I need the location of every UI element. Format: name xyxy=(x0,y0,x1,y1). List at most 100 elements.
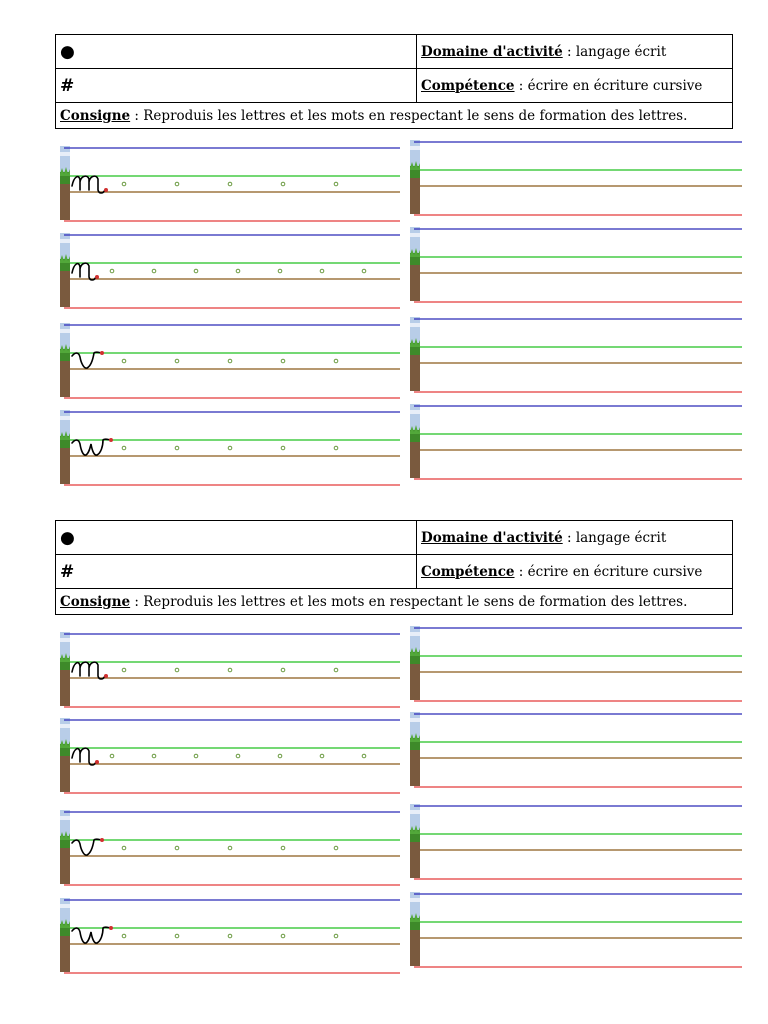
soil-strip xyxy=(410,930,420,966)
hash-cell: # xyxy=(55,68,417,103)
model-writing-band xyxy=(60,408,400,488)
sky-strip xyxy=(60,632,70,658)
cloud-strip xyxy=(410,410,420,414)
grass-soil-icon xyxy=(60,233,70,307)
guide-dot xyxy=(109,268,115,274)
consigne-label: Consigne xyxy=(60,107,131,124)
soil-strip xyxy=(60,361,70,397)
guide-dot xyxy=(121,181,127,187)
start-point-dot xyxy=(104,674,108,678)
sky-strip xyxy=(60,718,70,744)
domaine-label: Domaine d'activité xyxy=(421,43,563,60)
soil-strip xyxy=(60,848,70,884)
grass-soil-icon xyxy=(60,632,70,706)
sky-strip xyxy=(410,227,420,253)
model-writing-band xyxy=(60,808,400,888)
cloud-strip xyxy=(60,329,70,333)
practice-writing-band[interactable] xyxy=(410,890,742,970)
competence-label: Compétence xyxy=(421,563,515,580)
band-svg xyxy=(410,892,742,968)
model-writing-band xyxy=(60,630,400,710)
hash-symbol: # xyxy=(60,75,75,96)
model-writing-band xyxy=(60,231,400,311)
practice-writing-band[interactable] xyxy=(410,624,742,704)
letter-stroke xyxy=(71,747,97,766)
soil-strip xyxy=(410,442,420,478)
model-writing-band xyxy=(60,896,400,976)
grass-strip xyxy=(60,349,70,361)
guide-dot xyxy=(333,445,339,451)
domaine-value: : langage écrit xyxy=(562,43,667,60)
grass-blades xyxy=(60,831,70,840)
start-point-dot xyxy=(100,351,104,355)
guide-dot xyxy=(361,753,367,759)
guide-dot xyxy=(121,933,127,939)
guide-dot xyxy=(174,358,180,364)
sky-strip xyxy=(410,804,420,830)
guide-dot xyxy=(227,181,233,187)
grass-blades xyxy=(410,913,420,922)
guide-dot xyxy=(227,667,233,673)
grass-soil-icon xyxy=(60,410,70,484)
guide-dot xyxy=(319,268,325,274)
grass-soil-icon xyxy=(60,718,70,792)
band-svg xyxy=(410,712,742,788)
letter-stroke xyxy=(71,262,97,281)
guide-dot xyxy=(333,358,339,364)
guide-dot xyxy=(280,667,286,673)
grass-blades xyxy=(60,344,70,353)
cloud-strip xyxy=(60,816,70,820)
grass-strip xyxy=(60,436,70,448)
soil-strip xyxy=(410,842,420,878)
consigne-cell: Consigne : Reproduis les lettres et les … xyxy=(55,102,733,129)
start-point-dot xyxy=(109,926,113,930)
guide-dot xyxy=(174,933,180,939)
guide-dot xyxy=(227,445,233,451)
grass-soil-icon xyxy=(60,323,70,397)
grass-strip xyxy=(60,172,70,184)
model-letter-m xyxy=(71,175,108,194)
guide-dot xyxy=(333,845,339,851)
soil-strip xyxy=(60,184,70,220)
guide-dot xyxy=(174,445,180,451)
practice-writing-band[interactable] xyxy=(410,225,742,305)
consigne-label: Consigne xyxy=(60,593,131,610)
start-point-dot xyxy=(104,188,108,192)
practice-writing-band[interactable] xyxy=(410,802,742,882)
cloud-strip xyxy=(60,239,70,243)
grass-blades xyxy=(410,161,420,170)
start-point-dot xyxy=(109,438,113,442)
grass-strip xyxy=(410,830,420,842)
soil-strip xyxy=(60,670,70,706)
sky-strip xyxy=(60,810,70,836)
bullet-cell: ● xyxy=(55,34,417,69)
model-letter-v xyxy=(71,838,104,856)
band-svg xyxy=(60,898,400,974)
sky-strip xyxy=(60,410,70,436)
cloud-strip xyxy=(410,323,420,327)
practice-writing-band[interactable] xyxy=(410,315,742,395)
grass-soil-icon xyxy=(410,317,420,391)
sky-strip xyxy=(410,712,420,738)
grass-blades xyxy=(410,733,420,742)
header-table: ● Domaine d'activité : langage écrit # C… xyxy=(55,34,733,129)
header-table: ● Domaine d'activité : langage écrit # C… xyxy=(55,520,733,615)
guide-dot xyxy=(280,358,286,364)
letter-stroke xyxy=(71,661,106,680)
domaine-value: : langage écrit xyxy=(562,529,667,546)
hash-symbol: # xyxy=(60,561,75,582)
model-letter-n xyxy=(71,262,99,281)
grass-soil-icon xyxy=(60,810,70,884)
guide-dot xyxy=(174,845,180,851)
practice-writing-band[interactable] xyxy=(410,138,742,218)
guide-dot xyxy=(333,933,339,939)
band-svg xyxy=(410,804,742,880)
model-letter-w xyxy=(71,926,113,944)
grass-blades xyxy=(60,254,70,263)
letter-stroke xyxy=(71,175,106,194)
grass-strip xyxy=(60,836,70,848)
letter-stroke xyxy=(71,838,103,856)
soil-strip xyxy=(410,178,420,214)
practice-writing-band[interactable] xyxy=(410,402,742,482)
practice-writing-band[interactable] xyxy=(410,710,742,790)
